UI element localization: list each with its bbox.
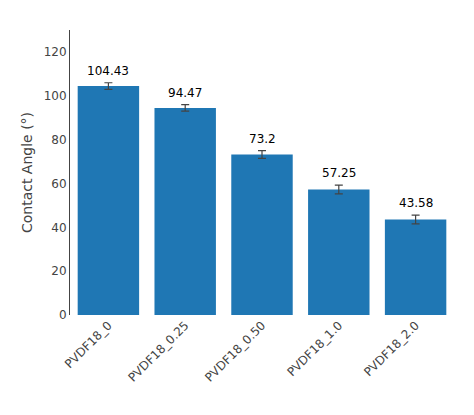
svg-text:100: 100 [44,89,67,103]
svg-text:120: 120 [44,45,67,59]
svg-text:PVDF18_0.25: PVDF18_0.25 [125,318,191,384]
svg-text:20: 20 [51,264,66,278]
svg-text:PVDF18_0: PVDF18_0 [62,318,115,371]
svg-text:PVDF18_1.0: PVDF18_1.0 [284,318,345,379]
svg-text:PVDF18_0.50: PVDF18_0.50 [202,318,268,384]
svg-text:Contact Angle (°): Contact Angle (°) [19,112,35,233]
svg-text:73.2: 73.2 [249,132,276,146]
svg-text:104.43: 104.43 [87,64,129,78]
svg-text:0: 0 [59,308,67,322]
svg-text:43.58: 43.58 [399,196,433,210]
svg-text:60: 60 [51,177,66,191]
svg-text:PVDF18_2.0: PVDF18_2.0 [361,318,422,379]
svg-text:80: 80 [51,133,66,147]
svg-text:94.47: 94.47 [168,86,202,100]
svg-text:40: 40 [51,221,66,235]
svg-text:57.25: 57.25 [322,166,356,180]
